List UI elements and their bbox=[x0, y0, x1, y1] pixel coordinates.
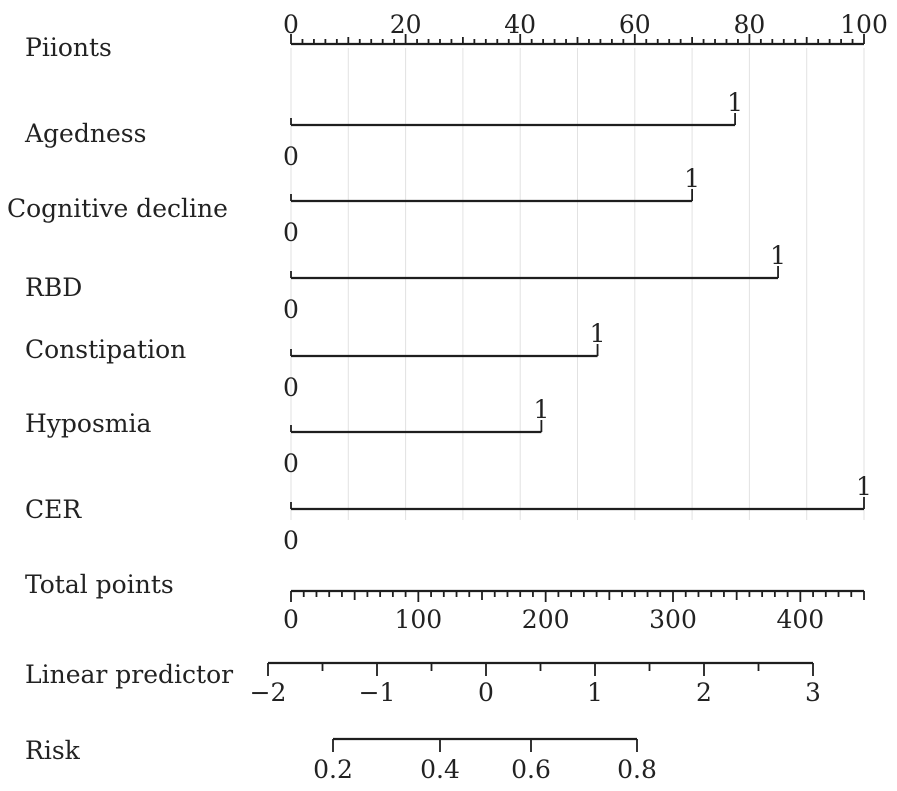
linear-predictor-tick-label: −2 bbox=[250, 678, 287, 707]
total-points-tick-label: 200 bbox=[522, 605, 570, 634]
points-tick-label: 0 bbox=[283, 10, 299, 39]
points-tick-label: 80 bbox=[733, 10, 765, 39]
risk-tick-label: 0.4 bbox=[420, 755, 460, 784]
rbd-level-label: 1 bbox=[770, 241, 786, 270]
agedness-label: Agedness bbox=[24, 119, 146, 148]
linear-predictor-tick-label: 2 bbox=[696, 678, 712, 707]
linear-predictor-tick-label: 0 bbox=[478, 678, 494, 707]
points-tick-label: 100 bbox=[840, 10, 888, 39]
risk-tick-label: 0.8 bbox=[617, 755, 657, 784]
hyposmia-label: Hyposmia bbox=[25, 409, 152, 438]
hyposmia-level-label: 1 bbox=[533, 395, 549, 424]
agedness-level-label: 0 bbox=[283, 142, 299, 171]
cognitive-decline-level-label: 0 bbox=[283, 218, 299, 247]
linear-predictor-tick-label: 3 bbox=[805, 678, 821, 707]
constipation-label: Constipation bbox=[25, 335, 186, 364]
total-points-tick-label: 300 bbox=[649, 605, 697, 634]
total-points-tick-label: 0 bbox=[283, 605, 299, 634]
cer-level-label: 0 bbox=[283, 526, 299, 555]
agedness-level-label: 1 bbox=[727, 88, 743, 117]
points-tick-label: 40 bbox=[504, 10, 536, 39]
constipation-level-label: 1 bbox=[590, 319, 606, 348]
rbd-level-label: 0 bbox=[283, 295, 299, 324]
constipation-level-label: 0 bbox=[283, 373, 299, 402]
points-tick-label: 60 bbox=[619, 10, 651, 39]
linear-predictor-tick-label: −1 bbox=[359, 678, 396, 707]
risk-label: Risk bbox=[25, 736, 81, 765]
linear-predictor-tick-label: 1 bbox=[587, 678, 603, 707]
rbd-label: RBD bbox=[25, 273, 82, 302]
total-points-label: Total points bbox=[25, 570, 174, 599]
risk-tick-label: 0.6 bbox=[511, 755, 551, 784]
cognitive-decline-label: Cognitive decline bbox=[7, 194, 228, 223]
linear-predictor-label: Linear predictor bbox=[25, 660, 233, 689]
cer-label: CER bbox=[25, 495, 82, 524]
points-axis-label: Piionts bbox=[25, 33, 112, 62]
hyposmia-level-label: 0 bbox=[283, 449, 299, 478]
total-points-tick-label: 100 bbox=[394, 605, 442, 634]
points-tick-label: 20 bbox=[390, 10, 422, 39]
risk-tick-label: 0.2 bbox=[313, 755, 353, 784]
cognitive-decline-level-label: 1 bbox=[684, 164, 700, 193]
total-points-tick-label: 400 bbox=[776, 605, 824, 634]
cer-level-label: 1 bbox=[856, 472, 872, 501]
